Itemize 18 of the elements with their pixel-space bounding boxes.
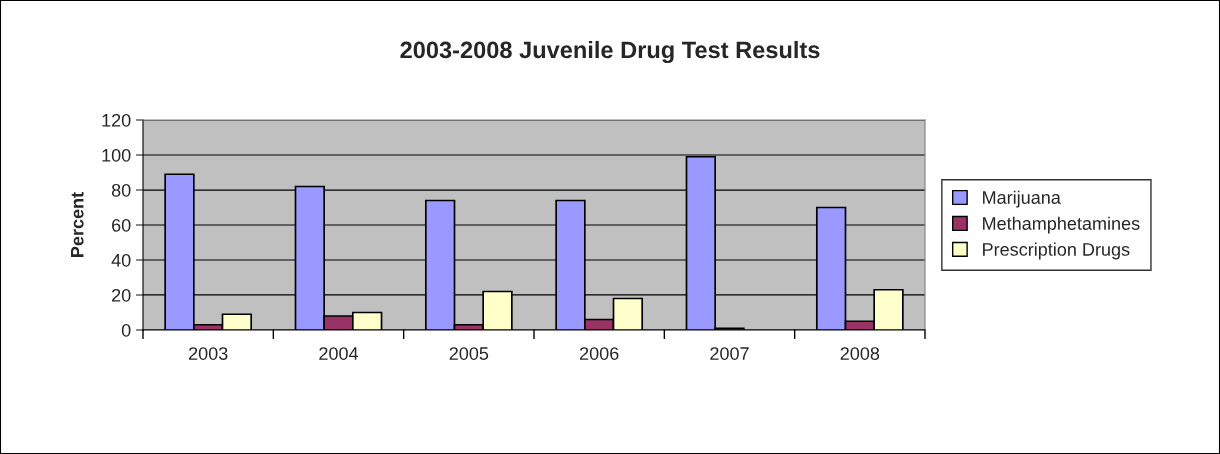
- chart-title: 2003-2008 Juvenile Drug Test Results: [400, 40, 820, 64]
- y-axis-title: Percent: [71, 192, 84, 257]
- x-tick-label: 2008: [840, 347, 880, 360]
- y-tick-label: 120: [102, 113, 131, 127]
- y-tick-label: 0: [121, 323, 131, 337]
- legend-label: Marijuana: [983, 190, 1061, 208]
- x-tick-label: 2003: [188, 347, 228, 360]
- legend-label: Prescription Drugs: [983, 242, 1130, 260]
- x-tick-label: 2006: [579, 347, 619, 360]
- x-tick-label: 2004: [319, 347, 359, 360]
- y-tick-label: 60: [112, 218, 131, 232]
- y-tick-label: 100: [102, 148, 131, 162]
- y-tick-label: 80: [111, 183, 131, 197]
- x-tick-label: 2005: [449, 347, 489, 360]
- legend-label: Methamphetamines: [983, 216, 1140, 234]
- y-tick-label: 20: [112, 288, 131, 302]
- y-tick-label: 40: [111, 253, 131, 267]
- x-tick-label: 2007: [710, 347, 749, 360]
